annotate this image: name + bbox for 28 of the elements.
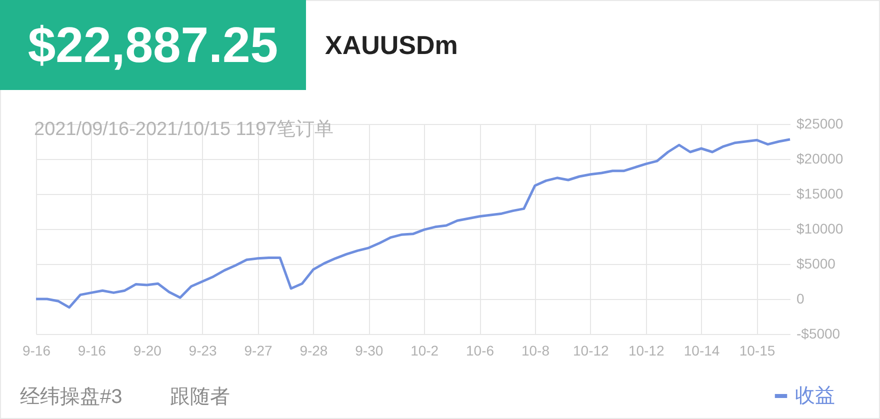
- x-tick-label: 9-16: [78, 342, 106, 358]
- chart-subtitle: 2021/09/16-2021/10/15 1197笔订单: [34, 118, 334, 142]
- y-tick-label: $25000: [796, 116, 844, 132]
- text: 跟随者: [170, 385, 230, 410]
- y-tick-label: $20000: [796, 150, 844, 166]
- line-series: [34, 138, 792, 309]
- x-tick-label: 10-14: [684, 342, 720, 358]
- text: $22,887.25: [0, 0, 306, 90]
- x-tick-label: 10-12: [573, 342, 610, 358]
- x-tick-label: 9-16: [22, 342, 51, 358]
- x-tick-label: 10-15: [739, 342, 776, 358]
- text: 经纬操盘#3: [20, 385, 122, 410]
- x-tick-label: 10-6: [466, 342, 494, 358]
- x-tick-label: 10-12: [628, 342, 664, 358]
- y-tick-label: -$5000: [796, 326, 840, 342]
- y-tick-label: $5000: [796, 256, 836, 272]
- y-tick-label: $10000: [796, 220, 844, 236]
- x-tick-label: 9-20: [133, 342, 162, 358]
- chart-title: XAUUSDm: [325, 30, 458, 61]
- x-tick-label: 9-27: [244, 342, 272, 358]
- x-tick-label: 9-28: [300, 342, 328, 358]
- legend-label: 收益: [795, 385, 835, 407]
- x-tick-label: 9-30: [355, 342, 384, 358]
- y-tick-label: $15000: [796, 186, 844, 202]
- x-tick-label: 10-8: [521, 342, 550, 358]
- y-tick-label: 0: [796, 290, 804, 306]
- x-tick-label: 10-2: [410, 342, 439, 358]
- x-tick-label: 9-23: [188, 342, 218, 358]
